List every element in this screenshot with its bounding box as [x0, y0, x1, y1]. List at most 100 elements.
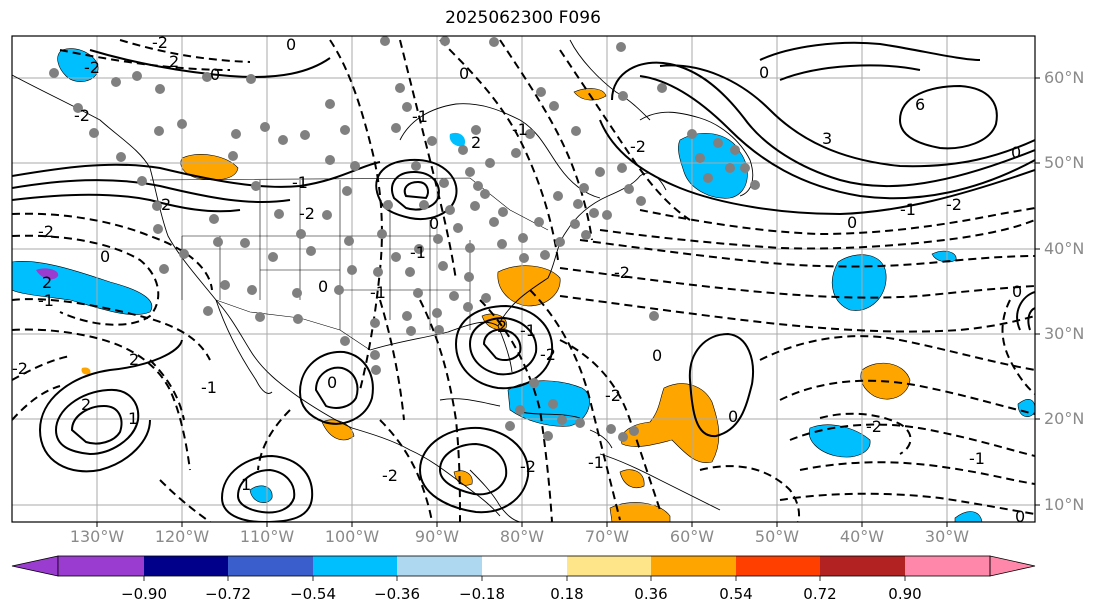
lat-label: 60°N: [1044, 68, 1085, 87]
contour-label-layer: -2 0 2 -2 0 -2 0 3 6 0 -1 2 -1 -2 0 -1 0…: [12, 33, 1025, 526]
contour-label: 6: [915, 95, 925, 114]
blue-patch: [249, 485, 273, 503]
contour-label: 0: [286, 35, 296, 54]
orange-patch: [180, 154, 239, 181]
lat-label: 10°N: [1044, 495, 1085, 514]
contour-label: -2: [866, 417, 882, 436]
contour-label: -2: [12, 359, 28, 378]
contour-label: 1: [241, 475, 251, 494]
map-title: 2025062300 F096: [445, 8, 601, 28]
colorbar-segment: [820, 556, 905, 576]
contour-label: -2: [614, 263, 630, 282]
colorbar-segment: [482, 556, 567, 576]
blue-patch: [57, 48, 99, 82]
contour-label: -1: [370, 283, 386, 302]
contour-label: 0: [100, 247, 110, 266]
colorbar-segment: [313, 556, 397, 576]
contour-label: -1: [512, 120, 528, 139]
contour-label: 2: [497, 317, 507, 336]
colorbar-segment: [651, 556, 736, 576]
lat-label: 30°N: [1044, 324, 1085, 343]
contour-label: 2: [129, 350, 139, 369]
orange-patch: [619, 469, 645, 489]
colorbar-tick-label: −0.54: [290, 585, 336, 603]
colorbar-tick-label: 0.90: [888, 585, 922, 603]
contour-label: -2: [299, 204, 315, 223]
lon-label: 90°W: [414, 527, 460, 546]
contour-label: 0: [459, 64, 469, 83]
colorbar-tick-label: −0.18: [459, 585, 505, 603]
contour-label: -2: [84, 58, 100, 77]
colorbar-segment: [567, 556, 651, 576]
solid-contours: [12, 41, 1035, 522]
contour-label: -2: [74, 106, 90, 125]
contour-label: -2: [630, 137, 646, 156]
contour-label: 2: [42, 273, 52, 292]
purple-patch: [36, 268, 59, 280]
blue-patch: [954, 511, 983, 522]
coastlines: [12, 39, 754, 522]
contour-label: -1: [588, 453, 604, 472]
contour-label: -2: [946, 195, 962, 214]
colorbar-segment: [144, 556, 228, 576]
lon-label: 80°W: [499, 527, 545, 546]
contour-label: -2: [152, 33, 168, 52]
contour-label: -2: [382, 466, 398, 485]
contour-label: 0: [327, 373, 337, 392]
contour-label: -1: [201, 378, 217, 397]
contour-label: 0: [1012, 282, 1022, 301]
lon-label: 100°W: [324, 527, 380, 546]
contour-label: -1: [969, 449, 985, 468]
lon-label: 50°W: [754, 527, 800, 546]
contour-label: 0: [1015, 507, 1025, 526]
contour-label: -2: [540, 345, 556, 364]
lon-label: 130°W: [69, 527, 125, 546]
colorbar-low-extend: [11, 555, 59, 577]
contour-label: -1: [412, 107, 428, 126]
colorbar-tick-label: 0.36: [634, 585, 668, 603]
orange-patch: [621, 383, 720, 463]
colorbar-segment: [228, 556, 313, 576]
colorbar-segment: [58, 556, 144, 576]
lon-label: 110°W: [239, 527, 295, 546]
dashed-contours: [12, 39, 1035, 522]
contour-label: 0: [1011, 143, 1021, 162]
colorbar-tick-label: −0.90: [121, 585, 167, 603]
contour-label: 2: [161, 195, 171, 214]
contour-label: 3: [822, 129, 832, 148]
contour-label: -2: [520, 457, 536, 476]
colorbar-tick-label: −0.36: [374, 585, 420, 603]
contour-label: 2: [169, 52, 179, 71]
orange-patch: [453, 470, 473, 486]
contour-label: 0: [652, 346, 662, 365]
contour-label: 0: [759, 63, 769, 82]
tick-marks: [96, 77, 1040, 527]
colorbar-tick-label: 0.18: [550, 585, 584, 603]
blue-patch: [832, 254, 887, 311]
colorbar-segment: [736, 556, 820, 576]
contour-label: -1: [520, 321, 536, 340]
colorbar-tick-label: 0.54: [719, 585, 753, 603]
contour-label: 0: [429, 214, 439, 233]
lon-label: 120°W: [154, 527, 210, 546]
blue-patch: [1017, 399, 1035, 417]
lon-label: 70°W: [584, 527, 630, 546]
colorbar-tick-label: 0.72: [803, 585, 837, 603]
contour-label: -1: [410, 243, 426, 262]
lat-label: 40°N: [1044, 239, 1085, 258]
colorbar-segment: [397, 556, 482, 576]
colorbar-tick-label: −0.72: [205, 585, 251, 603]
map-frame: [11, 35, 1036, 523]
lat-label: 50°N: [1044, 153, 1085, 172]
contour-label: 1: [128, 409, 138, 428]
contour-label: -1: [38, 291, 54, 310]
blue-patch: [931, 250, 957, 263]
lon-label: 60°W: [669, 527, 715, 546]
contour-label: 0: [728, 407, 738, 426]
contour-label: 0: [318, 277, 328, 296]
station-markers: [49, 36, 760, 442]
blue-patch: [12, 261, 153, 315]
blue-patch: [449, 132, 466, 147]
lat-label: 20°N: [1044, 409, 1085, 428]
